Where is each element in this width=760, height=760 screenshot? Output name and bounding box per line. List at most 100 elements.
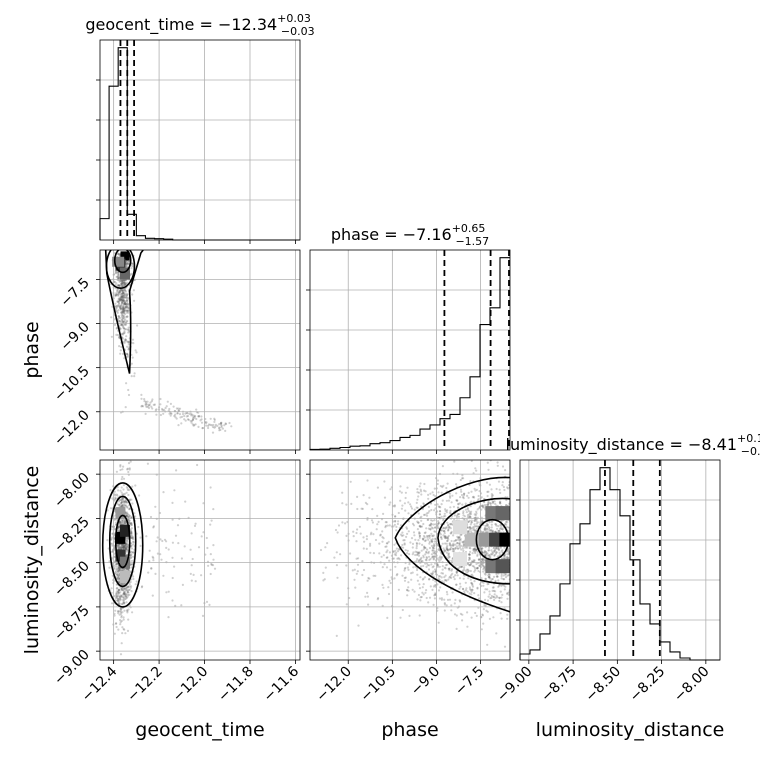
scatter-point <box>127 493 130 497</box>
scatter-point <box>119 623 122 626</box>
scatter-point <box>159 553 162 556</box>
scatter-point <box>140 397 143 400</box>
scatter-point <box>487 554 490 557</box>
scatter-point <box>469 526 472 529</box>
scatter-point <box>488 575 491 578</box>
scatter-point <box>409 503 412 506</box>
scatter-point <box>146 462 149 465</box>
scatter-point <box>362 568 366 572</box>
scatter-point <box>384 526 387 529</box>
scatter-point <box>146 400 149 403</box>
y-axis-label-luminosity-distance: luminosity_distance <box>21 466 43 655</box>
scatter-point <box>447 578 450 581</box>
scatter-point <box>113 528 116 531</box>
scatter-point <box>458 587 461 590</box>
scatter-point <box>417 551 420 554</box>
scatter-point <box>123 302 126 305</box>
scatter-point <box>488 573 491 576</box>
scatter-point <box>411 542 415 546</box>
scatter-point <box>446 563 449 566</box>
scatter-point <box>118 566 121 569</box>
scatter-point <box>148 560 151 563</box>
scatter-point <box>117 297 120 301</box>
scatter-point <box>475 548 478 551</box>
scatter-point <box>127 309 130 313</box>
scatter-point <box>418 485 421 488</box>
scatter-point <box>474 546 477 549</box>
scatter-point <box>366 479 369 482</box>
scatter-point <box>495 487 498 491</box>
scatter-point <box>494 523 497 526</box>
scatter-point <box>122 546 125 549</box>
scatter-point <box>108 566 111 569</box>
scatter-point <box>383 480 386 483</box>
scatter-point <box>488 528 491 531</box>
scatter-point <box>128 519 131 522</box>
scatter-point <box>423 545 426 548</box>
scatter-point <box>194 580 197 583</box>
scatter-point <box>118 599 121 602</box>
scatter-point <box>440 576 443 579</box>
scatter-point <box>189 548 192 551</box>
scatter-point <box>212 423 215 427</box>
scatter-point <box>116 311 119 314</box>
scatter-point <box>440 503 443 506</box>
scatter-point <box>443 549 446 552</box>
scatter-point <box>333 556 336 559</box>
scatter-point <box>131 611 134 614</box>
scatter-point <box>469 578 472 581</box>
scatter-point <box>201 614 205 618</box>
scatter-point <box>470 460 473 462</box>
scatter-point <box>415 544 418 548</box>
scatter-point <box>131 262 134 265</box>
scatter-point <box>441 499 444 502</box>
scatter-point <box>118 280 121 283</box>
scatter-point <box>124 588 127 592</box>
scatter-point <box>126 585 129 589</box>
scatter-point <box>120 282 123 285</box>
scatter-point <box>410 537 414 540</box>
scatter-point <box>383 563 386 566</box>
scatter-point <box>497 525 500 528</box>
scatter-point <box>431 519 434 522</box>
scatter-point <box>130 590 133 593</box>
scatter-point <box>454 539 457 542</box>
density-cell <box>115 507 126 520</box>
scatter-point <box>492 547 495 550</box>
scatter-point <box>129 580 132 584</box>
scatter-point <box>467 520 470 523</box>
scatter-point <box>117 273 120 276</box>
scatter-point <box>470 616 473 619</box>
scatter-point <box>123 289 126 292</box>
scatter-point <box>460 548 463 551</box>
scatter-point <box>115 568 118 571</box>
scatter-point <box>121 301 124 304</box>
scatter-point <box>437 548 440 551</box>
scatter-point <box>114 571 117 574</box>
scatter-point <box>120 602 123 606</box>
scatter-point <box>453 514 456 517</box>
scatter-point <box>454 543 457 546</box>
scatter-point <box>498 529 501 532</box>
scatter-point <box>473 519 476 522</box>
scatter-point <box>431 546 435 549</box>
scatter-point <box>484 588 487 591</box>
scatter-point <box>470 574 473 577</box>
scatter-point <box>462 514 465 517</box>
scatter-point <box>493 550 496 553</box>
scatter-point <box>434 580 437 583</box>
scatter-point <box>482 551 486 554</box>
scatter-point <box>485 551 488 554</box>
scatter-point <box>160 558 163 561</box>
scatter-point <box>123 296 127 299</box>
scatter-point <box>127 328 130 331</box>
scatter-point <box>130 545 133 548</box>
scatter-point <box>126 512 129 516</box>
tick-label-x: −12.4 <box>79 663 121 705</box>
scatter-point <box>179 416 182 419</box>
scatter-point <box>456 513 459 516</box>
scatter-point <box>121 497 124 500</box>
scatter-point <box>122 282 125 285</box>
scatter-point <box>121 281 124 284</box>
scatter-point <box>507 591 510 594</box>
